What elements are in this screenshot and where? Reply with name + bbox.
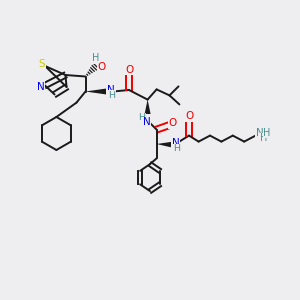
Text: N: N [172,138,179,148]
Text: H: H [138,113,146,122]
Text: O: O [185,111,193,122]
Text: O: O [168,118,177,128]
Text: N: N [106,85,114,95]
Text: N: N [37,82,44,92]
Text: H: H [108,91,115,100]
Text: S: S [39,58,45,69]
Polygon shape [157,142,171,147]
Text: H: H [92,53,100,64]
Text: H: H [263,128,271,138]
Polygon shape [85,88,106,94]
Text: H: H [173,144,180,153]
Polygon shape [145,100,151,114]
Text: N: N [143,117,151,127]
Text: H: H [260,133,267,143]
Text: O: O [125,64,133,75]
Text: O: O [97,61,106,72]
Text: N: N [256,128,263,139]
